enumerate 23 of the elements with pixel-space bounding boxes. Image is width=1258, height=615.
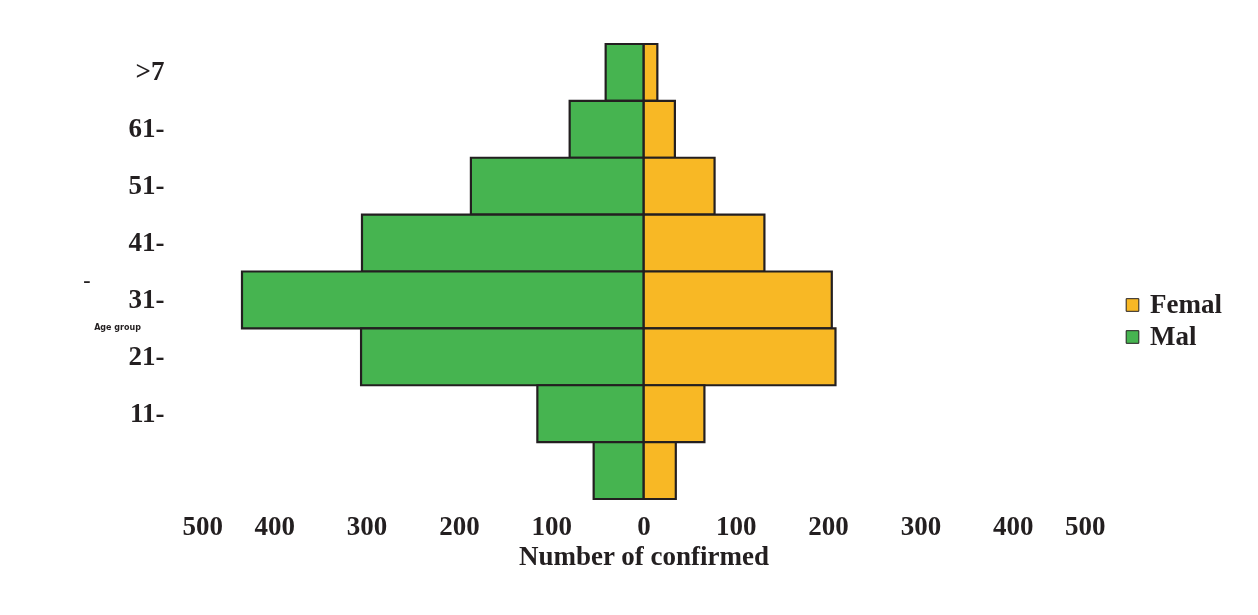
x-tick-label: 100 — [531, 510, 572, 541]
y-tick-label: 11- — [129, 397, 165, 428]
legend-label: Mal — [1150, 321, 1197, 351]
x-tick-label: 500 — [182, 510, 223, 541]
x-tick-label: 200 — [808, 510, 849, 541]
x-tick-label: 0 — [637, 510, 651, 541]
y-tick-label: >7 — [135, 56, 165, 87]
x-tick-label: 500 — [1065, 510, 1106, 541]
text: - — [83, 267, 91, 292]
y-tick-label: 31- — [128, 283, 165, 314]
x-tick-label: 200 — [439, 510, 480, 541]
y-tick-label: 21- — [128, 340, 165, 371]
y-tick-label: 41- — [128, 227, 165, 258]
x-tick-label: 400 — [992, 510, 1034, 541]
y-axis-title: Age group — [94, 322, 142, 332]
y-tick-label: 61- — [128, 113, 165, 144]
legend-label: Femal — [1150, 289, 1223, 319]
x-tick-label: 300 — [346, 510, 388, 541]
y-tick-label: 51- — [128, 170, 165, 201]
x-tick-label: 400 — [254, 510, 296, 541]
x-tick-label: 300 — [900, 510, 942, 541]
x-tick-label: 100 — [716, 510, 757, 541]
x-axis-title: Number of confirmed — [519, 540, 769, 571]
